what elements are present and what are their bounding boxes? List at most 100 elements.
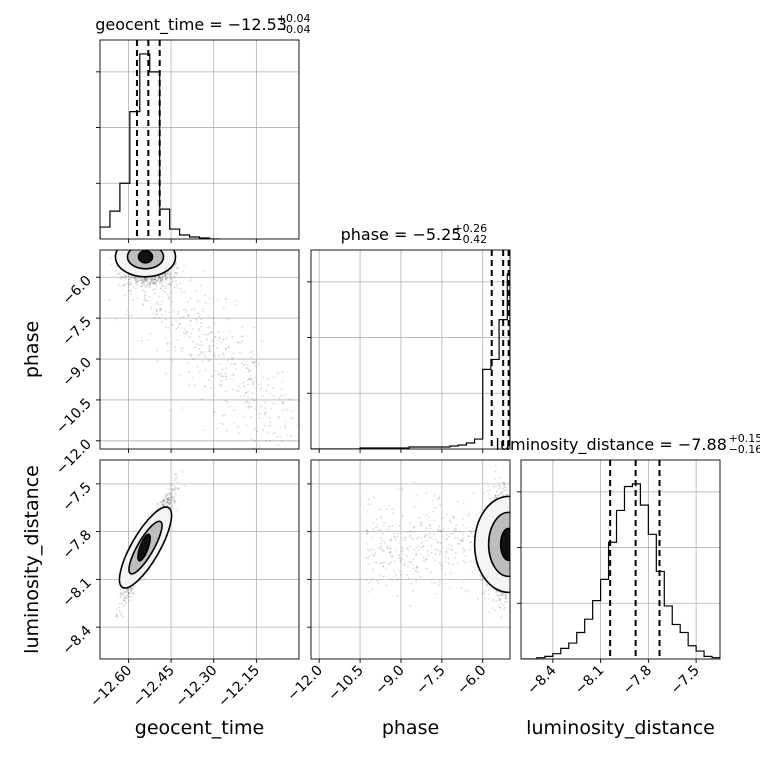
sample-point (382, 565, 385, 567)
sample-point (482, 492, 485, 495)
sample-point (439, 542, 442, 544)
sample-point (382, 575, 385, 578)
sample-point (119, 278, 122, 281)
sample-point (381, 539, 384, 542)
sample-point (162, 500, 165, 503)
sample-point (174, 486, 177, 489)
sample-point (258, 446, 261, 449)
sample-point (212, 340, 215, 343)
sample-point (394, 538, 397, 541)
sample-point (161, 279, 164, 282)
sample-point (249, 374, 252, 377)
sample-point (173, 276, 176, 279)
sample-point (159, 307, 162, 310)
sample-point (182, 270, 185, 273)
sample-point (434, 548, 436, 551)
sample-point (451, 532, 454, 535)
sample-point (190, 354, 193, 357)
sample-point (204, 351, 207, 353)
sample-point (186, 330, 189, 333)
sample-point (282, 409, 284, 412)
sample-point (177, 313, 179, 315)
sample-point (247, 406, 250, 409)
sample-point (455, 552, 457, 555)
sample-point (185, 308, 188, 311)
sample-point (422, 556, 425, 559)
sample-point (146, 284, 149, 287)
sample-point (169, 409, 171, 412)
sample-point (158, 282, 161, 285)
sample-point (254, 364, 256, 367)
sample-point (470, 541, 472, 543)
sample-point (208, 359, 211, 361)
sample-point (248, 402, 250, 404)
sample-point (137, 244, 139, 246)
sample-point (367, 562, 370, 565)
sample-point (161, 278, 163, 281)
sample-point (169, 272, 171, 275)
sample-point (123, 604, 126, 607)
sample-point (156, 280, 159, 283)
sample-point (161, 320, 164, 323)
sample-point (243, 363, 246, 366)
sample-point (124, 313, 127, 316)
sample-point (149, 295, 151, 298)
sample-point (232, 352, 235, 355)
sample-point (184, 311, 187, 313)
sample-point (228, 405, 231, 408)
sample-point (249, 379, 252, 382)
sample-point (268, 440, 271, 443)
sample-point (213, 394, 216, 397)
sample-point (416, 537, 418, 540)
sample-point (187, 384, 190, 387)
sample-point (406, 531, 409, 534)
sample-point (115, 318, 118, 321)
sample-point (425, 557, 428, 560)
sample-point (241, 335, 244, 338)
sample-point (157, 303, 160, 306)
sample-point (220, 375, 223, 377)
sample-point (174, 271, 177, 274)
sample-point (196, 321, 199, 324)
sample-point (143, 245, 145, 247)
sample-point (152, 248, 154, 250)
sample-point (189, 324, 191, 327)
sample-point (399, 570, 402, 573)
sample-point (256, 430, 259, 433)
sample-point (123, 284, 126, 286)
sample-point (202, 307, 205, 310)
sample-point (504, 595, 507, 597)
sample-point (196, 454, 198, 456)
sample-point (200, 325, 202, 328)
sample-point (445, 538, 447, 541)
sample-point (135, 279, 138, 281)
sample-point (424, 533, 427, 536)
sample-point (232, 373, 235, 376)
sample-point (231, 378, 233, 381)
histogram-step (521, 483, 720, 659)
sample-point (149, 281, 152, 284)
sample-point (498, 487, 501, 490)
sample-point (132, 592, 135, 595)
sample-point (156, 309, 158, 312)
sample-point (183, 328, 186, 331)
sample-point (430, 581, 433, 584)
sample-point (429, 533, 432, 535)
sample-point (203, 333, 205, 335)
sample-point (465, 590, 468, 593)
histogram-geocent_time: geocent_time = −12.53+0.04−0.04 (95, 12, 311, 240)
sample-point (433, 519, 436, 522)
sample-point (385, 529, 388, 531)
sample-point (167, 311, 170, 314)
sample-point (409, 533, 412, 536)
sample-point (237, 390, 240, 392)
sample-point (379, 562, 381, 565)
sample-point (165, 501, 168, 504)
sample-point (203, 355, 206, 358)
sample-point (160, 280, 163, 283)
sample-point (154, 279, 157, 282)
sample-point (220, 341, 223, 344)
sample-point (204, 368, 207, 371)
sample-point (161, 500, 164, 503)
sample-point (122, 590, 125, 593)
